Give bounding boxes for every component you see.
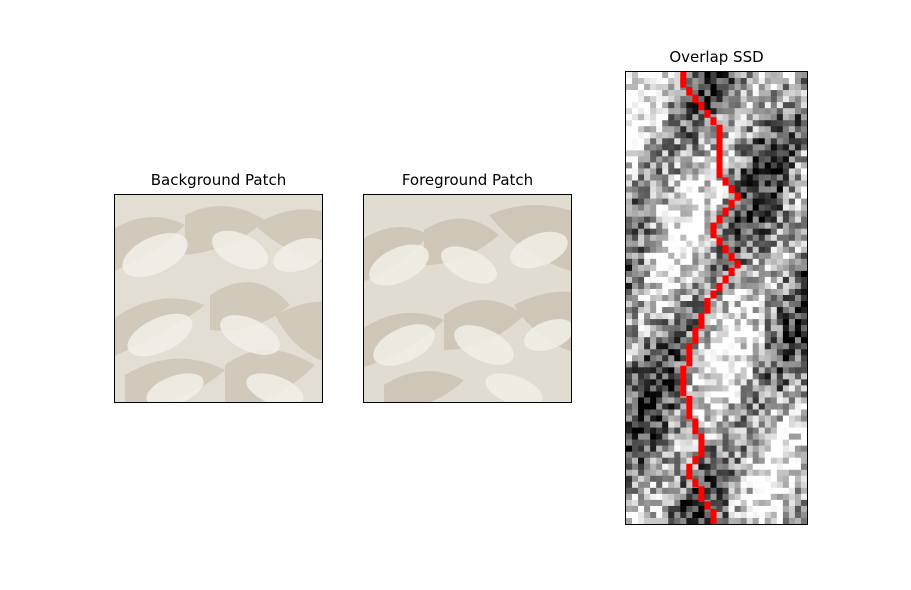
seam-segment [698,493,705,502]
background-patch-title: Background Patch [150,171,287,189]
seam-segment [704,501,711,510]
foreground-patch-image [363,194,572,403]
seam-segment [716,132,723,141]
seam-segment [692,456,699,465]
seam-segment [728,252,735,261]
seam-segment [686,411,693,420]
seam-segment [716,169,723,179]
foreground-patch-title: Foreground Patch [401,171,534,189]
seam-segment [716,162,723,171]
seam-segment [728,267,735,276]
seam-path [680,72,741,524]
seam-segment [710,117,717,126]
seam-segment [698,448,705,457]
seam-segment [722,207,729,216]
seam-segment [692,426,699,435]
seam-segment [716,139,723,148]
seam-segment [686,343,693,352]
seam-segment [734,260,741,269]
seam-segment [680,373,687,382]
seam-segment [716,124,723,133]
seam-segment [716,237,723,246]
seam-segment [680,72,687,81]
seam-segment [698,320,705,329]
overlap-ssd-heatmap [625,71,808,525]
seam-segment [686,87,693,96]
seam-segment [728,200,735,209]
seam-segment [680,388,687,397]
seam-segment [698,486,705,495]
seam-segment [716,282,723,292]
seam-segment [716,147,723,156]
seam-segment [686,350,693,359]
seam-segment [716,154,723,163]
seam-segment [686,471,693,480]
seam-segment [698,313,705,322]
seam-segment [734,192,741,201]
seam-segment [692,335,699,344]
seam-segment [686,358,693,367]
seam-segment [710,508,717,518]
seam-segment [704,109,711,118]
seam-segment [692,418,699,427]
seam-segment [686,403,693,412]
seam-segment [686,395,693,405]
ssd-heatmap-grid [626,72,807,524]
seam-segment [722,177,729,186]
seam-segment [680,365,687,374]
seam-segment [698,433,705,442]
seam-segment [728,185,735,194]
seam-segment [710,222,717,231]
seam-segment [698,441,705,450]
background-patch-image [114,194,323,403]
seam-segment [680,380,687,389]
seam-segment [716,215,723,224]
knit-texture-background [115,195,322,402]
seam-segment [686,463,693,472]
seam-segment [698,102,705,111]
seam-segment [692,94,699,103]
seam-segment [692,478,699,487]
seam-segment [710,290,717,299]
seam-segment [710,230,717,239]
seam-segment [692,328,699,337]
seam-segment [722,245,729,254]
seam-segment [680,79,687,88]
seam-segment [704,305,711,314]
overlap-ssd-title: Overlap SSD [669,48,764,66]
seam-segment [710,516,717,524]
seam-segment [722,275,729,284]
knit-texture-foreground [364,195,571,402]
seam-segment [704,298,711,307]
